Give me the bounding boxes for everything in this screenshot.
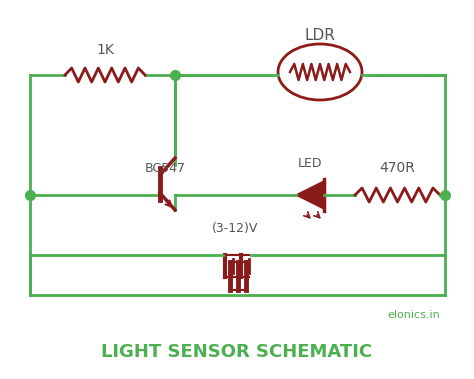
Text: LED: LED (298, 157, 322, 170)
Polygon shape (296, 181, 324, 209)
Text: BC547: BC547 (145, 162, 185, 175)
Text: 1K: 1K (96, 43, 114, 57)
Text: (3-12)V: (3-12)V (212, 222, 258, 235)
Text: LIGHT SENSOR SCHEMATIC: LIGHT SENSOR SCHEMATIC (101, 343, 373, 361)
Text: elonics.in: elonics.in (387, 310, 440, 320)
Text: LDR: LDR (305, 28, 336, 42)
Text: 470R: 470R (379, 161, 415, 175)
